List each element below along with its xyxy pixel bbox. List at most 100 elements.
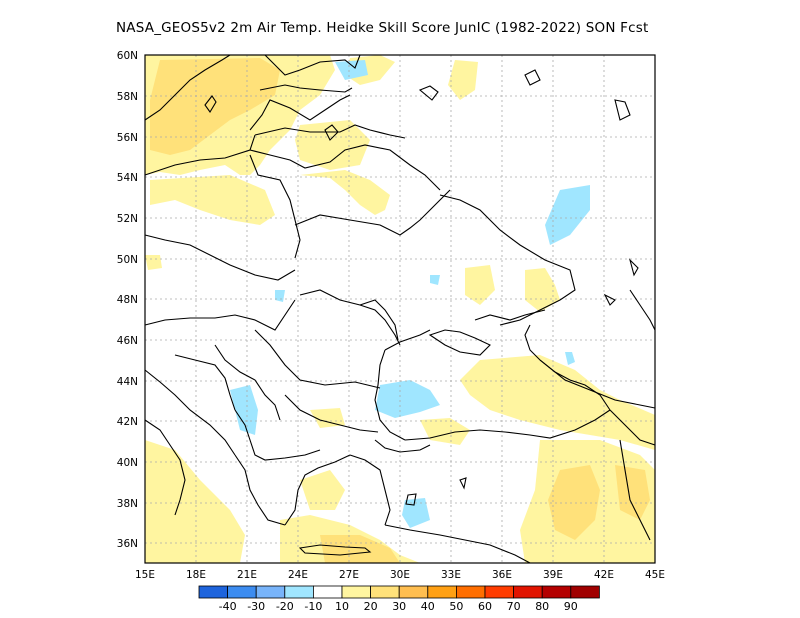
- coastline-caspian: [629, 289, 656, 331]
- lake-east-1: [524, 69, 541, 86]
- positive-area-italy-spot: [145, 255, 162, 270]
- positive-area-balkans-west: [145, 440, 245, 563]
- lon-tick-label: 45E: [645, 569, 665, 581]
- lon-tick-label: 24E: [288, 569, 308, 581]
- colorbar-swatch: [484, 585, 515, 599]
- coastline-aegean-turkey: [349, 454, 391, 526]
- negative-area-turkey-west: [402, 498, 430, 528]
- border-belarus-ukraine: [294, 189, 451, 236]
- negative-area-russia-mid: [545, 185, 590, 245]
- negative-area-small-1: [430, 275, 440, 285]
- colorbar-swatch: [284, 585, 314, 599]
- colorbar-tick-label: 90: [564, 600, 578, 613]
- positive-area-aegean: [300, 470, 345, 510]
- colorbar-swatch: [398, 585, 429, 599]
- border-georgia-turkey: [609, 409, 656, 446]
- coastline-adriatic: [144, 369, 236, 456]
- positive-area-east-edge: [615, 465, 650, 520]
- coastline-greece-east: [284, 454, 351, 526]
- coastline-black-sea-north: [384, 329, 431, 351]
- coastline-black-sea-south: [404, 409, 611, 441]
- lat-tick-label: 46N: [117, 335, 138, 347]
- coastline-crimea: [428, 329, 491, 356]
- island-2: [405, 493, 417, 506]
- positive-area-ukraine-east: [465, 265, 495, 305]
- coastline-lithuania: [144, 134, 256, 176]
- colorbar-swatch: [427, 585, 457, 599]
- colorbar-tick-label: 20: [364, 600, 378, 613]
- lat-tick-label: 50N: [117, 254, 138, 266]
- colorbar-tick-label: 10: [335, 600, 349, 613]
- positive-area-poland: [150, 175, 275, 225]
- border-caucasus: [539, 359, 656, 409]
- border-belarus-north: [249, 144, 441, 191]
- negative-area-small-3: [565, 352, 575, 365]
- lat-tick-label: 44N: [117, 376, 138, 388]
- coastline-azov: [474, 309, 546, 321]
- plot-frame: [144, 54, 656, 564]
- positive-area-russia-south: [525, 268, 560, 312]
- lat-tick-label: 58N: [117, 91, 138, 103]
- colorbar-swatch: [370, 585, 400, 599]
- island-1: [459, 477, 467, 490]
- coastline-turkey-south: [384, 524, 531, 564]
- lat-tick-label: 38N: [117, 498, 138, 510]
- colorbar-labels: -40 -30 -20 -10 10 20 30 40 50 60 70 80 90: [219, 600, 578, 613]
- positive-area-black-sea-east: [460, 355, 655, 450]
- lake-peipus: [324, 124, 339, 141]
- border-romania-north: [299, 289, 401, 346]
- colorbar-tick-label: 40: [421, 600, 435, 613]
- border-turkey-east: [619, 439, 651, 541]
- coastline-marmara: [374, 439, 431, 453]
- coastlines-borders: [144, 54, 656, 564]
- lat-tick-label: 60N: [117, 50, 138, 62]
- border-bosnia: [174, 354, 236, 411]
- positive-area-belarus: [300, 170, 390, 215]
- lat-tick-label: 56N: [117, 132, 138, 144]
- colorbar-tick-label: 50: [449, 600, 463, 613]
- coastline-italy-east: [144, 419, 186, 516]
- lake-east-2: [614, 99, 631, 121]
- map-title: NASA_GEOS5v2 2m Air Temp. Heidke Skill S…: [116, 20, 649, 36]
- lake-ladoga: [418, 85, 439, 101]
- coastline-greece-west: [234, 454, 286, 526]
- lon-axis: 15E 18E 21E 24E 27E 30E 33E 36E 39E 42E …: [135, 569, 665, 581]
- lon-tick-label: 30E: [390, 569, 410, 581]
- border-serbia: [214, 344, 281, 421]
- colorbar-tick-label: 70: [507, 600, 521, 613]
- lat-tick-label: 42N: [117, 416, 138, 428]
- lat-tick-label: 36N: [117, 538, 138, 550]
- colorbar-tick-label: -20: [276, 600, 294, 613]
- lat-tick-label: 48N: [117, 294, 138, 306]
- colorbar-tick-label: -30: [247, 600, 265, 613]
- gridlines: [145, 55, 655, 563]
- border-hungary: [144, 299, 296, 331]
- colorbar-swatch: [341, 585, 372, 599]
- colorbar: [198, 585, 600, 599]
- negative-skill-areas: [230, 60, 590, 528]
- colorbar-swatch: [513, 585, 543, 599]
- negative-area-small-2: [275, 290, 285, 302]
- lat-tick-label: 54N: [117, 172, 138, 184]
- lat-tick-label: 52N: [117, 213, 138, 225]
- colorbar-tick-label: 80: [535, 600, 549, 613]
- positive-area-bulgaria: [310, 408, 345, 428]
- positive-area-turkey-north: [420, 418, 470, 445]
- coastline-gotland: [204, 95, 217, 114]
- lon-tick-label: 27E: [339, 569, 359, 581]
- colorbar-swatch: [570, 585, 600, 599]
- border-albania: [234, 409, 321, 461]
- lon-tick-label: 39E: [543, 569, 563, 581]
- border-moldova: [359, 299, 399, 341]
- negative-area-balkans: [230, 385, 258, 435]
- lon-tick-label: 42E: [594, 569, 614, 581]
- coastline-black-sea-west: [374, 349, 406, 441]
- lon-tick-label: 18E: [186, 569, 206, 581]
- coastline-sweden: [144, 54, 231, 121]
- colorbar-swatch: [541, 585, 572, 599]
- border-poland-belarus: [249, 154, 301, 259]
- colorbar-swatch: [455, 585, 486, 599]
- coastline-crete: [298, 544, 372, 556]
- lat-axis: 60N 58N 56N 54N 52N 50N 48N 46N 44N 42N …: [117, 50, 138, 550]
